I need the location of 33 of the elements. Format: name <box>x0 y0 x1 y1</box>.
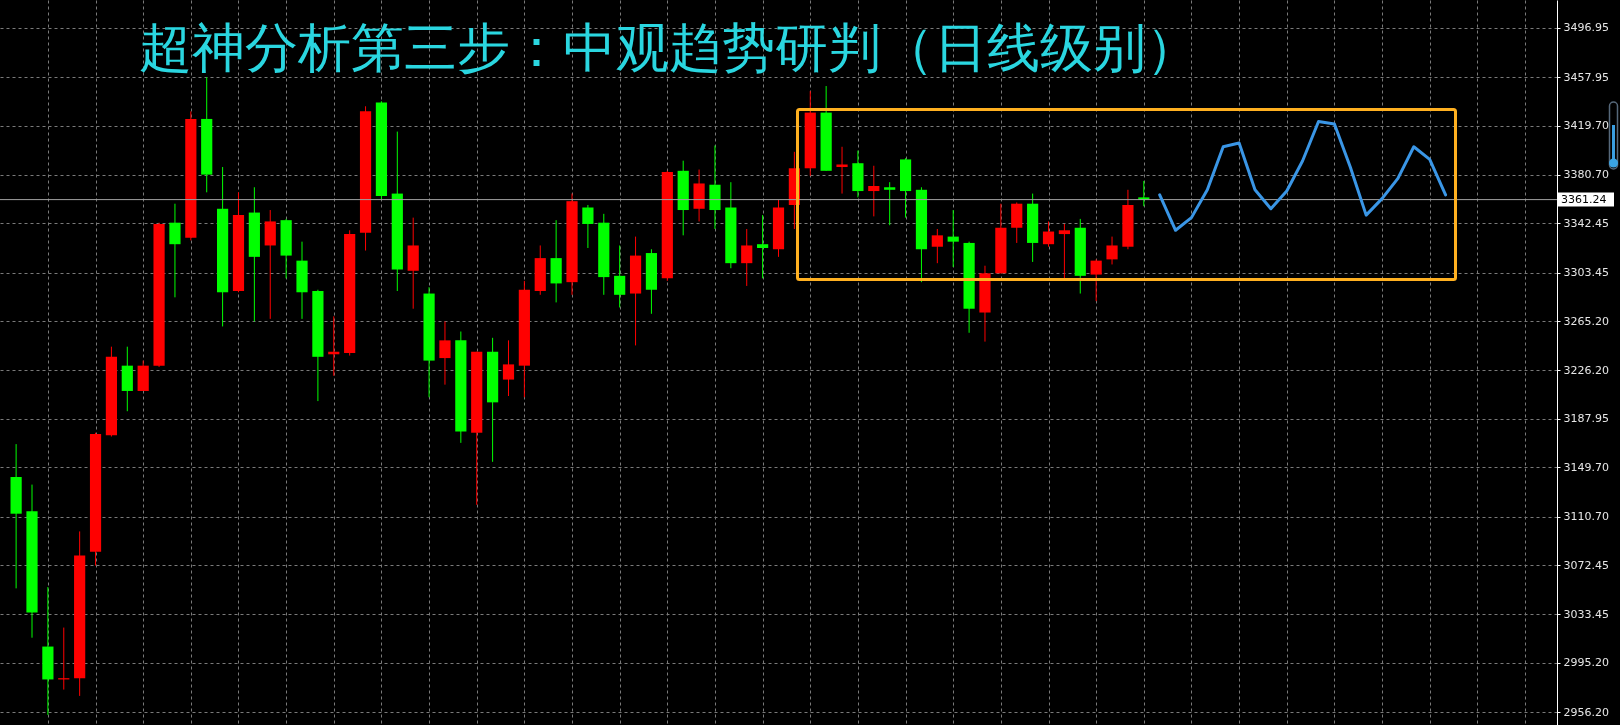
y-tick-label: 3072.45 <box>1563 558 1609 572</box>
y-tick-label: 3110.70 <box>1563 510 1609 524</box>
candlestick <box>1090 258 1102 302</box>
y-tick-label: 2995.20 <box>1563 656 1609 670</box>
candlestick <box>947 209 959 268</box>
y-tick-label: 3496.95 <box>1563 21 1609 35</box>
candlestick <box>757 214 769 279</box>
candlestick <box>614 244 626 308</box>
y-tick-label: 3419.70 <box>1563 119 1609 133</box>
y-tick-label: 2956.20 <box>1563 705 1609 719</box>
y-tick-label: 3265.20 <box>1563 314 1609 328</box>
candlestick <box>582 204 594 249</box>
y-tick-label: 3149.70 <box>1563 460 1609 474</box>
candlestick <box>836 146 848 195</box>
candlestick <box>1042 220 1055 248</box>
candlestick <box>169 203 181 298</box>
candlestick <box>868 165 880 217</box>
ref-line-label: 3361.24 <box>1561 192 1607 206</box>
candlestick <box>1106 236 1118 265</box>
y-tick-label: 3033.45 <box>1563 607 1609 621</box>
candlestick <box>884 181 896 226</box>
y-tick-label: 3457.95 <box>1563 70 1609 84</box>
y-tick-label: 3187.95 <box>1563 412 1609 426</box>
y-tick-label: 3303.45 <box>1563 266 1609 280</box>
y-tick-label: 3380.70 <box>1563 168 1609 182</box>
chart-title: 超神分析第三步：中观趋势研判（日线级别） <box>139 19 1199 77</box>
y-tick-label: 3342.45 <box>1563 216 1609 230</box>
candlestick <box>931 228 943 264</box>
candlestick <box>741 228 753 287</box>
y-tick-label: 3226.20 <box>1563 363 1609 377</box>
candlestick <box>439 320 451 386</box>
candlestick <box>502 339 515 397</box>
line-series <box>1158 119 1448 232</box>
